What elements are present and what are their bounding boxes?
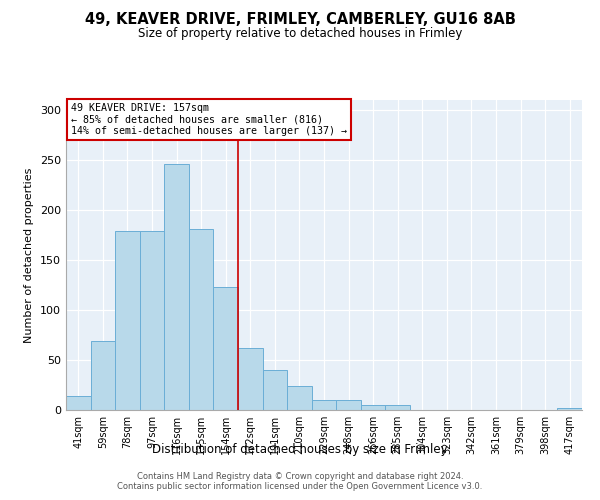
Y-axis label: Number of detached properties: Number of detached properties (25, 168, 34, 342)
Bar (140, 231, 164, 410)
Text: 49 KEAVER DRIVE: 157sqm
← 85% of detached houses are smaller (816)
14% of semi-d: 49 KEAVER DRIVE: 157sqm ← 85% of detache… (71, 103, 347, 136)
Bar (238, 348, 263, 410)
Text: Contains HM Land Registry data © Crown copyright and database right 2024.: Contains HM Land Registry data © Crown c… (137, 472, 463, 481)
Bar (263, 370, 287, 410)
Bar (189, 229, 214, 410)
Bar (214, 287, 238, 410)
Text: Size of property relative to detached houses in Frimley: Size of property relative to detached ho… (138, 28, 462, 40)
Bar (115, 231, 140, 410)
Text: Distribution of detached houses by size in Frimley: Distribution of detached houses by size … (152, 444, 448, 456)
Bar (164, 164, 189, 410)
Bar (287, 386, 312, 410)
Bar (91, 341, 115, 410)
Bar (385, 405, 410, 410)
Bar (361, 405, 385, 410)
Bar (336, 400, 361, 410)
Bar (557, 408, 582, 410)
Bar (66, 396, 91, 410)
Text: Contains public sector information licensed under the Open Government Licence v3: Contains public sector information licen… (118, 482, 482, 491)
Text: 49, KEAVER DRIVE, FRIMLEY, CAMBERLEY, GU16 8AB: 49, KEAVER DRIVE, FRIMLEY, CAMBERLEY, GU… (85, 12, 515, 28)
Bar (312, 400, 336, 410)
